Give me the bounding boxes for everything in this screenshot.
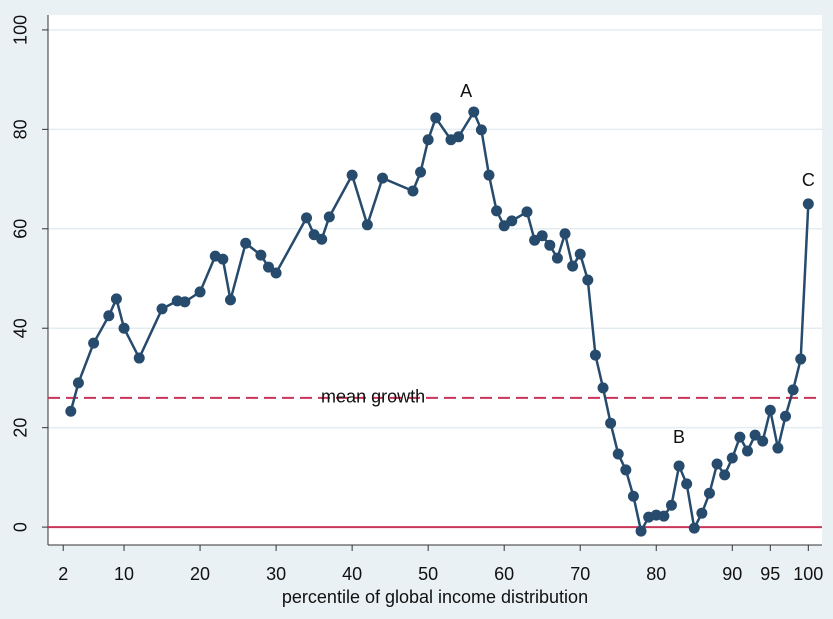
data-point xyxy=(589,349,601,361)
data-point xyxy=(567,260,579,272)
data-point xyxy=(506,215,518,227)
data-point xyxy=(422,134,434,146)
x-tick-label: 40 xyxy=(342,564,362,584)
data-point xyxy=(468,106,480,118)
data-point xyxy=(323,211,335,223)
data-point xyxy=(536,230,548,242)
data-point xyxy=(301,212,313,224)
x-tick-label: 100 xyxy=(793,564,823,584)
data-point xyxy=(551,252,563,264)
data-point xyxy=(179,296,191,308)
x-tick-label: 70 xyxy=(570,564,590,584)
annotation: A xyxy=(460,81,472,101)
data-point xyxy=(559,228,571,240)
data-point xyxy=(597,382,609,394)
reference-line-label: mean growth xyxy=(321,387,425,407)
y-tick-label: 20 xyxy=(11,418,31,438)
data-point xyxy=(430,112,442,124)
data-point xyxy=(521,206,533,218)
x-tick-label: 60 xyxy=(494,564,514,584)
data-point xyxy=(719,469,731,481)
data-point xyxy=(772,442,784,454)
annotation: C xyxy=(802,170,815,190)
y-tick-label: 60 xyxy=(11,219,31,239)
data-point xyxy=(72,377,84,389)
data-point xyxy=(635,525,647,537)
data-point xyxy=(224,294,236,306)
y-tick-label: 0 xyxy=(11,522,31,532)
data-point xyxy=(665,499,677,511)
data-point xyxy=(582,274,594,286)
data-point xyxy=(757,435,769,447)
data-point xyxy=(270,267,282,279)
data-point xyxy=(734,431,746,443)
data-point xyxy=(240,237,252,249)
data-point xyxy=(658,510,670,522)
data-point xyxy=(346,169,358,181)
data-point xyxy=(787,384,799,396)
data-point xyxy=(262,261,274,273)
data-point xyxy=(726,452,738,464)
data-point xyxy=(780,410,792,422)
data-point xyxy=(103,310,115,322)
data-point xyxy=(681,478,693,490)
data-point xyxy=(156,303,168,315)
data-point xyxy=(612,448,624,460)
data-point xyxy=(453,131,465,143)
data-point xyxy=(194,286,206,298)
data-point xyxy=(688,522,700,534)
y-tick-label: 80 xyxy=(11,119,31,139)
data-point xyxy=(88,337,100,349)
data-point xyxy=(802,198,814,210)
data-point xyxy=(118,322,130,334)
data-point xyxy=(65,405,77,417)
data-point xyxy=(795,353,807,365)
data-point xyxy=(620,464,632,476)
data-point xyxy=(316,233,328,245)
data-point xyxy=(696,507,708,519)
data-point xyxy=(217,253,229,265)
data-point xyxy=(711,458,723,470)
data-point xyxy=(255,249,267,261)
x-axis-label: percentile of global income distribution xyxy=(282,587,588,607)
x-tick-label: 20 xyxy=(190,564,210,584)
data-point xyxy=(574,248,586,260)
data-point xyxy=(407,185,419,197)
data-point xyxy=(703,487,715,499)
y-tick-label: 100 xyxy=(11,15,31,45)
x-tick-label: 90 xyxy=(722,564,742,584)
data-point xyxy=(764,404,776,416)
x-tick-label: 95 xyxy=(760,564,780,584)
annotation: B xyxy=(673,427,685,447)
data-point xyxy=(110,293,122,305)
data-point xyxy=(673,460,685,472)
data-point xyxy=(361,219,373,231)
plot-area xyxy=(48,15,822,545)
data-point xyxy=(475,124,487,136)
data-point xyxy=(133,352,145,364)
data-point xyxy=(415,166,427,178)
x-tick-label: 80 xyxy=(646,564,666,584)
x-tick-label: 50 xyxy=(418,564,438,584)
data-point xyxy=(491,205,503,217)
x-tick-label: 30 xyxy=(266,564,286,584)
data-point xyxy=(605,417,617,429)
data-point xyxy=(741,445,753,457)
data-point xyxy=(377,172,389,184)
x-tick-label: 2 xyxy=(58,564,68,584)
data-point xyxy=(627,490,639,502)
data-point xyxy=(483,169,495,181)
x-tick-label: 10 xyxy=(114,564,134,584)
data-point xyxy=(749,429,761,441)
data-point xyxy=(544,239,556,251)
y-tick-label: 40 xyxy=(11,318,31,338)
